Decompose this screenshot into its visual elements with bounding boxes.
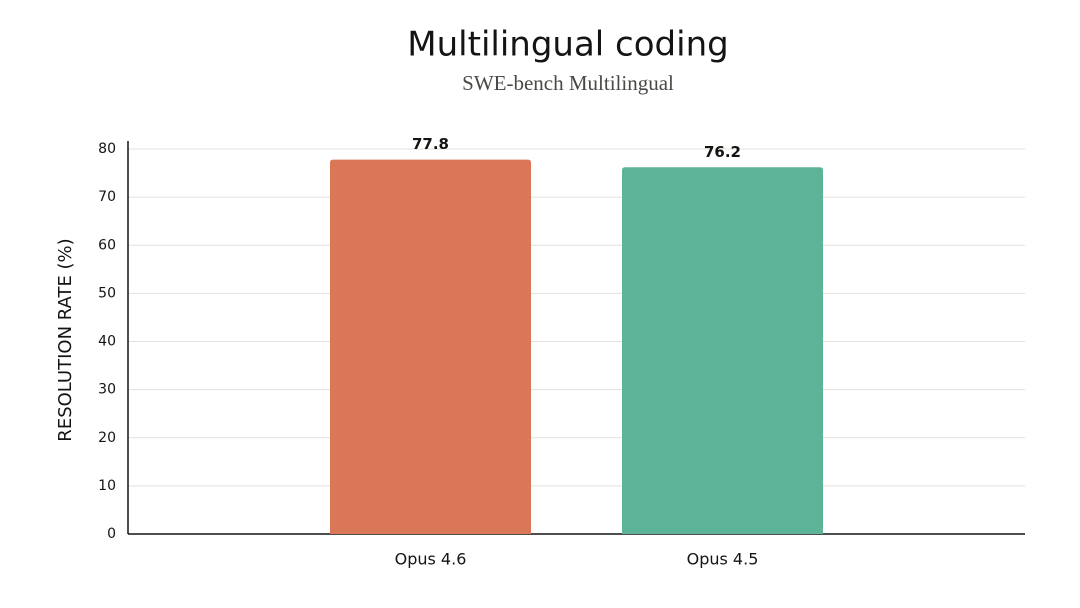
x-tick-label: Opus 4.6 (395, 550, 467, 569)
bar (330, 159, 531, 534)
y-tick-label: 20 (98, 430, 116, 446)
y-tick-label: 30 (98, 382, 116, 398)
y-tick-label: 70 (98, 189, 116, 205)
value-label: 77.8 (412, 135, 449, 153)
chart-title: Multilingual coding (407, 25, 728, 65)
bar (622, 167, 823, 534)
y-tick-label: 60 (98, 237, 116, 253)
y-tick-label: 50 (98, 285, 116, 301)
x-tick-label: Opus 4.5 (687, 550, 759, 569)
y-tick-label: 40 (98, 334, 116, 350)
y-tick-label: 10 (98, 478, 116, 494)
chart-subtitle: SWE-bench Multilingual (462, 71, 674, 95)
y-tick-label: 80 (98, 141, 116, 157)
y-tick-label: 0 (107, 526, 116, 542)
y-axis-label: RESOLUTION RATE (%) (55, 238, 76, 441)
value-label: 76.2 (704, 143, 741, 161)
